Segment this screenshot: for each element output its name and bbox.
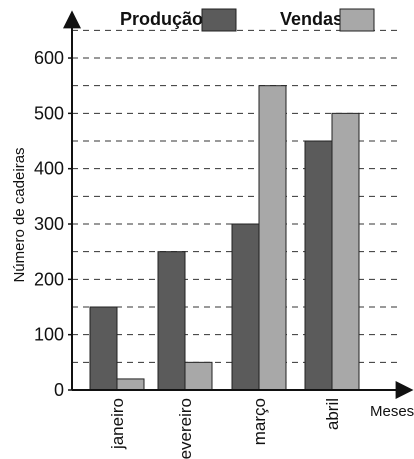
bar-producao-abril <box>304 140 333 391</box>
bar-vendas-fevereiro <box>184 361 213 391</box>
y-tick-label: 400 <box>34 159 64 179</box>
legend: Produção Vendas <box>120 8 375 32</box>
x-tick-label: março <box>250 398 269 445</box>
y-tick-label: 300 <box>34 214 64 234</box>
y-tick-label: 0 <box>54 380 64 400</box>
legend-swatch-vendas <box>339 8 375 32</box>
bar-vendas-abril <box>331 112 360 391</box>
bar-vendas-janeiro <box>116 378 145 391</box>
bars <box>89 85 360 391</box>
bar-producao-fevereiro <box>157 251 186 391</box>
legend-label-producao: Produção <box>120 9 203 29</box>
y-tick-label: 500 <box>34 103 64 123</box>
legend-label-vendas: Vendas <box>280 9 343 29</box>
x-axis-title: Meses <box>370 403 414 420</box>
y-tick-label: 600 <box>34 48 64 68</box>
bar-vendas-março <box>258 85 287 391</box>
legend-swatch-producao <box>201 8 237 32</box>
y-tick-labels: 0 100 200 300 400 500 600 <box>34 48 72 400</box>
x-tick-label: fevereiro <box>176 398 195 459</box>
x-tick-labels: janeiro fevereiro março abril <box>108 398 342 459</box>
x-tick-label: janeiro <box>108 398 127 450</box>
x-tick-label: abril <box>323 398 342 430</box>
y-tick-label: 100 <box>34 325 64 345</box>
y-axis-title: Número de cadeiras <box>11 147 28 282</box>
y-tick-label: 200 <box>34 269 64 289</box>
bar-producao-março <box>231 223 260 391</box>
bar-producao-janeiro <box>89 306 118 391</box>
